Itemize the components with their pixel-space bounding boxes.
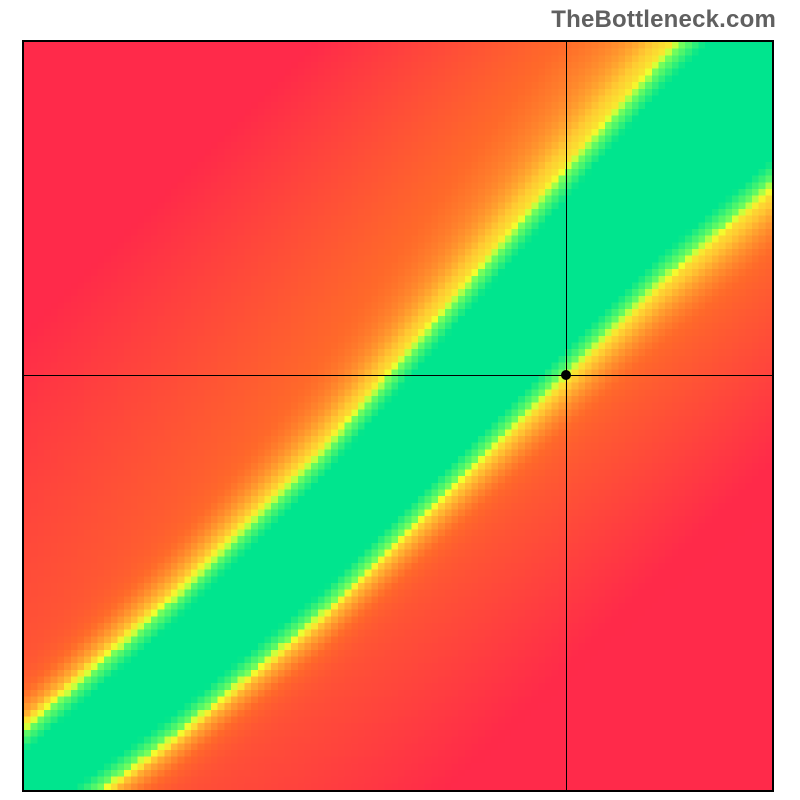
watermark-text: TheBottleneck.com <box>551 6 776 34</box>
plot-area <box>22 40 774 792</box>
chart-container: TheBottleneck.com <box>0 0 800 800</box>
heatmap-canvas <box>24 42 772 790</box>
